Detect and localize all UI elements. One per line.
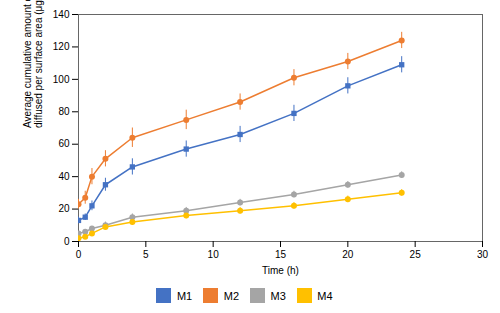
svg-text:0: 0 (64, 236, 70, 247)
svg-text:20: 20 (58, 203, 70, 214)
svg-text:40: 40 (58, 171, 70, 182)
svg-text:100: 100 (53, 74, 70, 85)
svg-text:Average cumulative amount of D: Average cumulative amount of DOXdiffused… (22, 0, 44, 128)
svg-text:140: 140 (53, 9, 70, 20)
svg-text:60: 60 (58, 138, 70, 149)
svg-text:10: 10 (208, 249, 220, 260)
svg-text:Time (h): Time (h) (262, 265, 299, 276)
svg-text:20: 20 (342, 249, 354, 260)
svg-text:80: 80 (58, 106, 70, 117)
html-text:M2: M2 (223, 289, 239, 302)
svg-text:25: 25 (410, 249, 422, 260)
svg-text:15: 15 (275, 249, 287, 260)
svg-text:30: 30 (477, 249, 489, 260)
svg-text:120: 120 (53, 41, 70, 52)
svg-text:0: 0 (76, 249, 82, 260)
html-text:M4: M4 (317, 289, 333, 302)
html-text:M3: M3 (270, 289, 286, 302)
html-text:M1: M1 (176, 289, 193, 302)
svg-text:5: 5 (143, 249, 149, 260)
